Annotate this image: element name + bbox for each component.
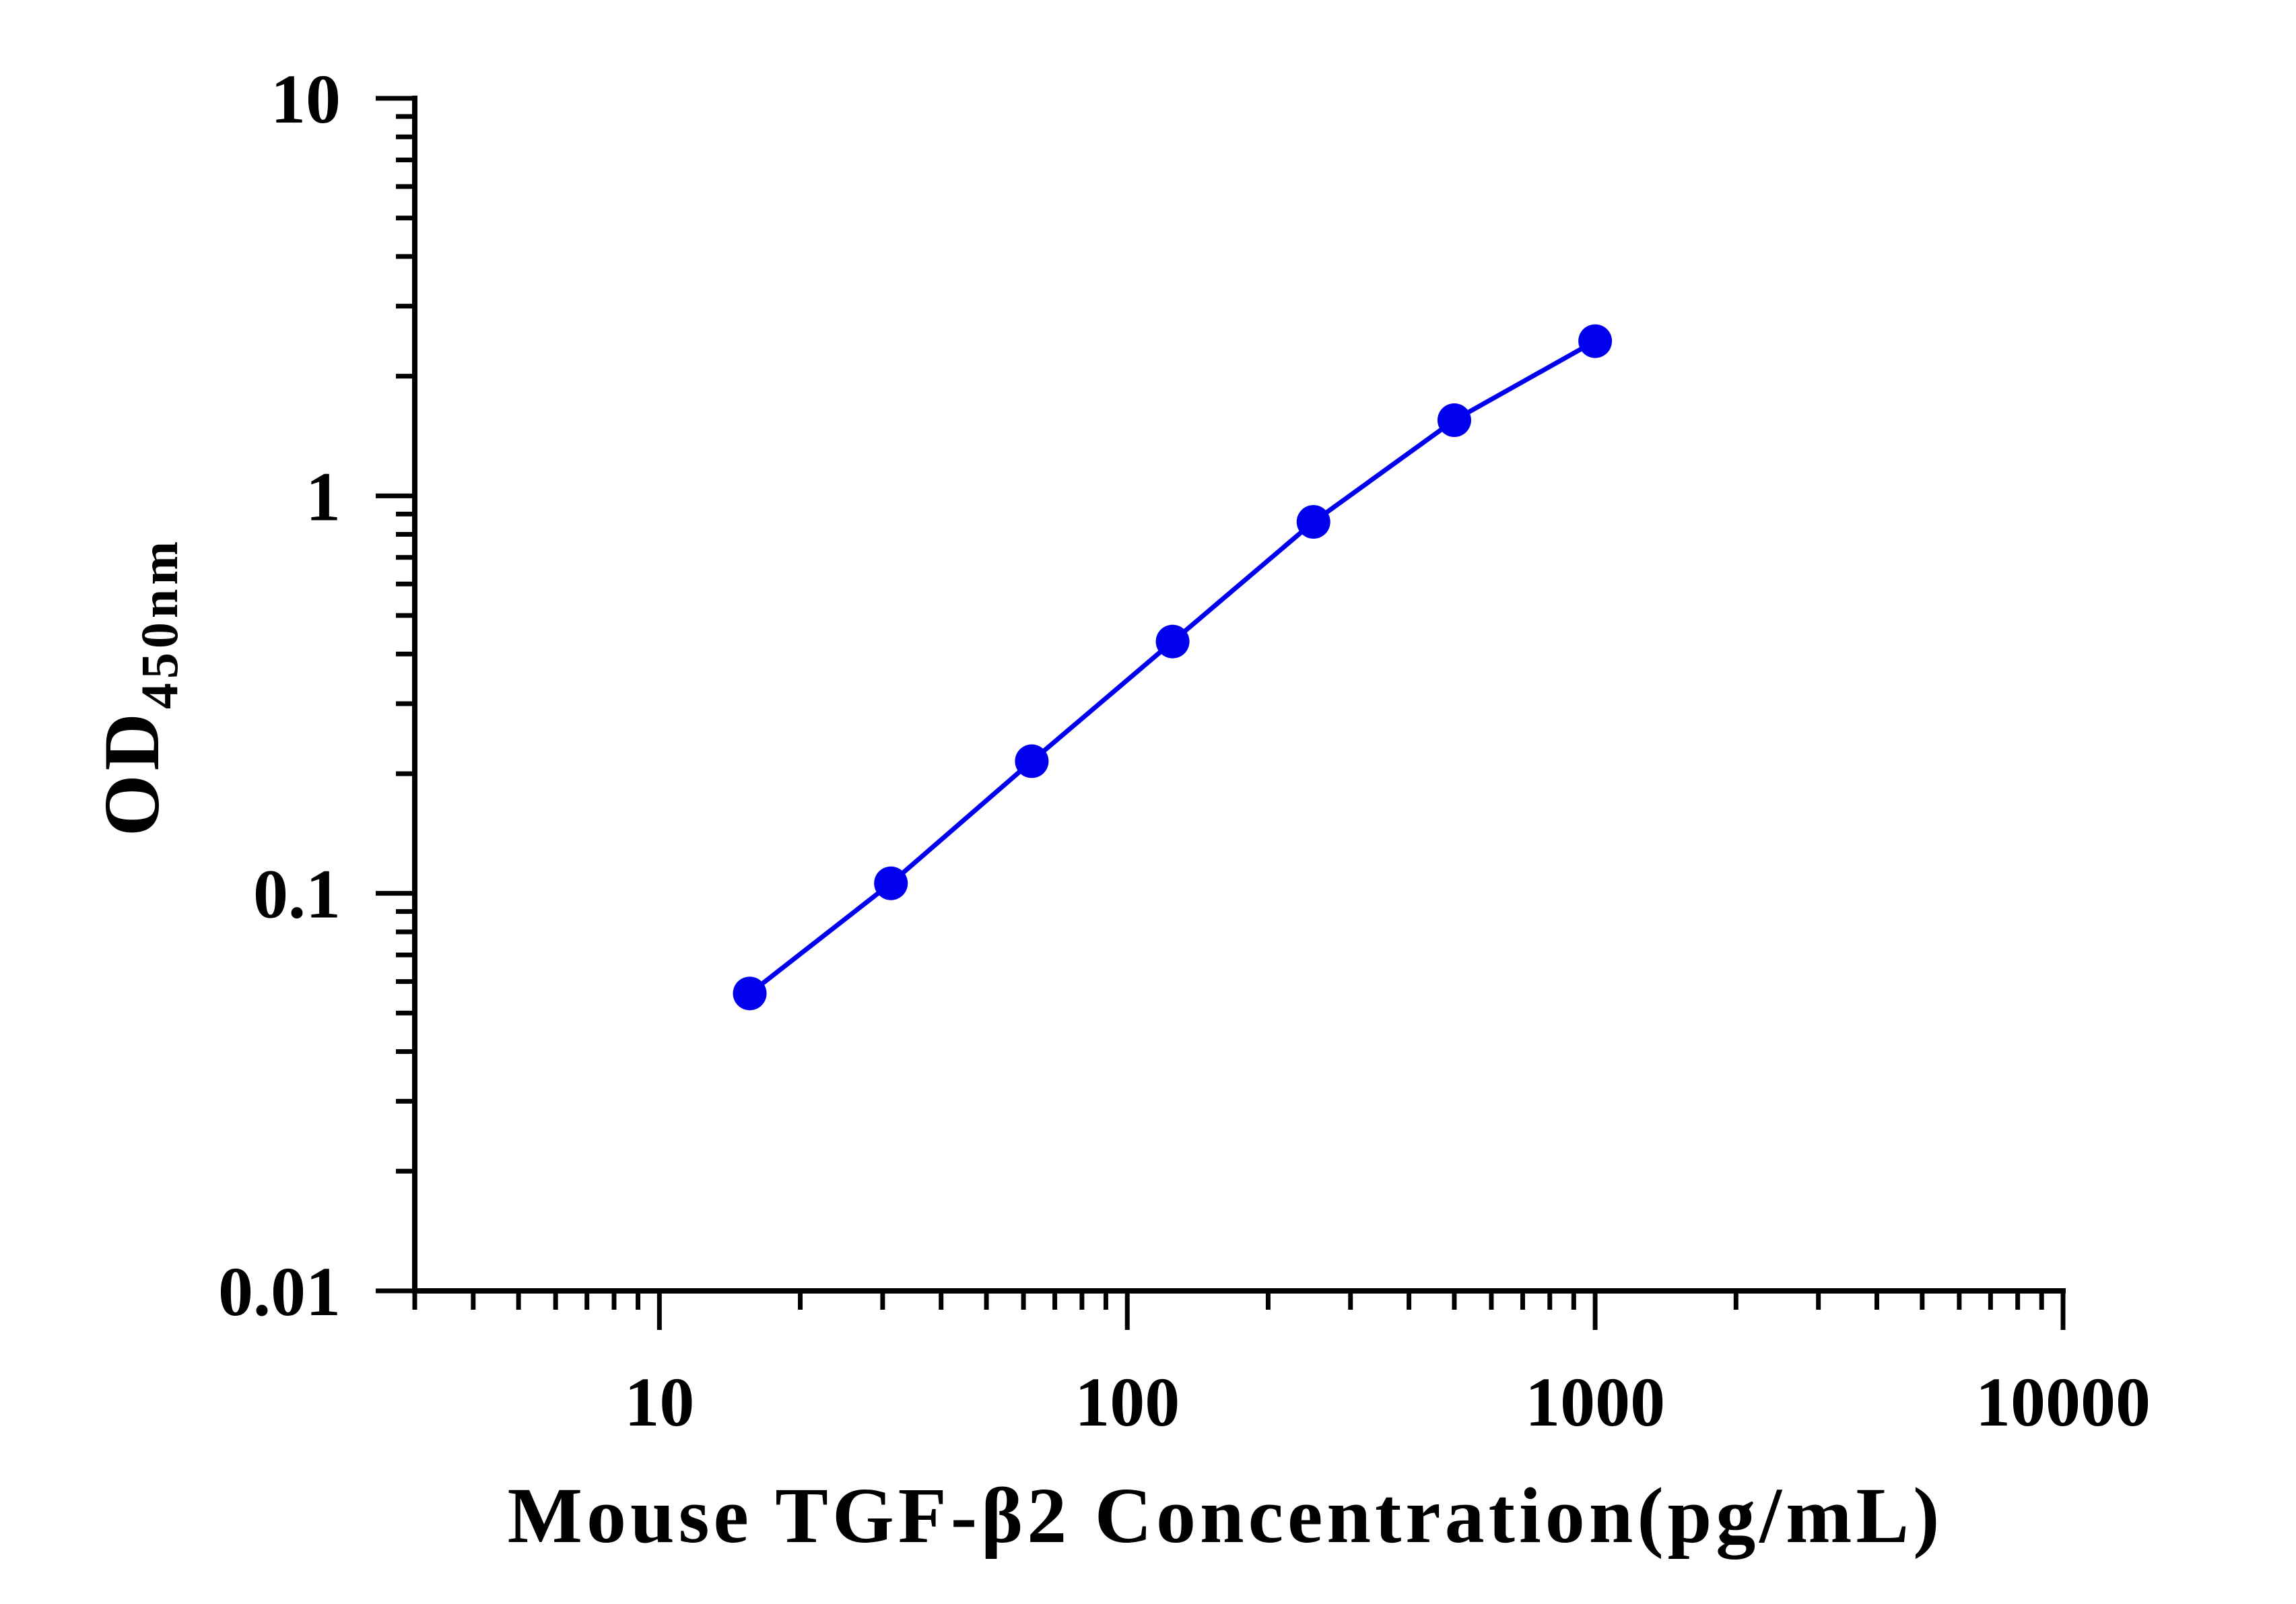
y-axis: 10 1 0.1 0.01 [218,61,417,1331]
y-axis-title-main: OD [88,709,176,836]
data-point [1578,324,1613,358]
y-tick-label: 10 [271,61,341,138]
x-tick-label: 100 [1075,1364,1180,1441]
data-point [1155,624,1190,659]
x-axis-title: Mouse TGF-β2 Concentration(pg/mL) [508,1471,1944,1560]
data-point [733,976,767,1011]
x-axis: 10 100 1000 10000 [412,1288,2151,1441]
data-point [874,866,908,900]
y-tick-label: 0.01 [218,1253,341,1331]
x-tick-label: 10000 [1976,1364,2151,1441]
y-tick-label: 0.1 [253,856,341,933]
plot-area [733,324,1613,1011]
data-point [1015,744,1049,778]
series-line [748,339,1596,996]
data-point [1296,505,1330,539]
y-tick-label: 1 [306,458,341,535]
y-axis-title-subscript: 450nm [130,537,189,709]
x-tick-label: 10 [624,1364,694,1441]
y-axis-title: OD450nm [88,537,189,836]
x-tick-label: 1000 [1525,1364,1665,1441]
data-point [1437,403,1471,437]
